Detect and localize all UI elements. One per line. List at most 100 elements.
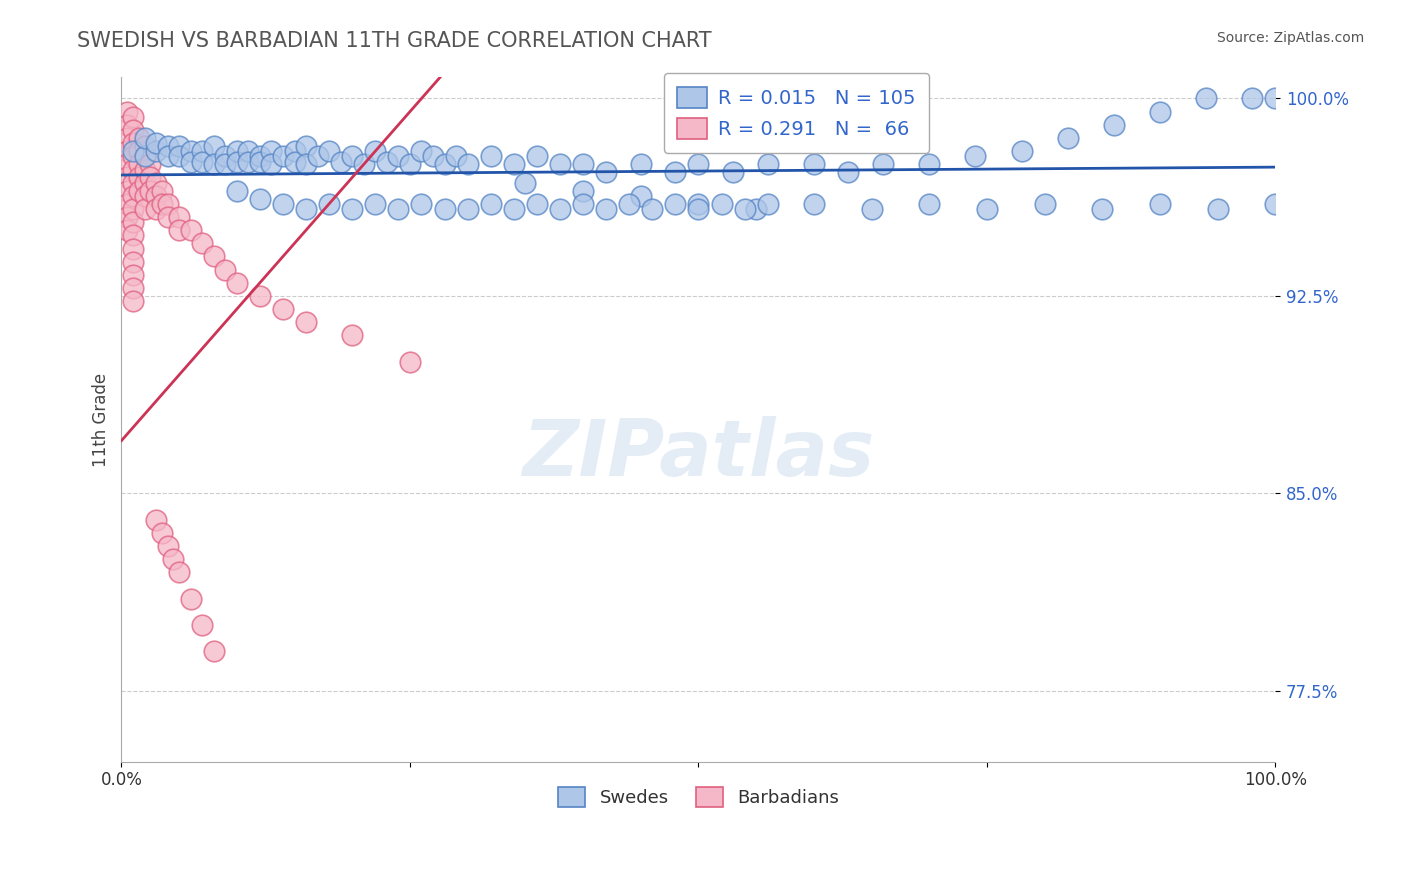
Point [122, 189, 145, 203]
Point [295, 157, 318, 171]
Point [122, 123, 145, 137]
Point [526, 149, 548, 163]
Point [364, 196, 387, 211]
Point [150, 196, 173, 211]
Point [249, 154, 271, 169]
Point [387, 202, 409, 216]
Point [664, 196, 686, 211]
Point [745, 202, 768, 216]
Point [122, 294, 145, 309]
Point [191, 154, 214, 169]
Point [122, 215, 145, 229]
Point [307, 149, 329, 163]
Point [457, 157, 479, 171]
Point [479, 149, 502, 163]
Point [191, 144, 214, 158]
Point [353, 157, 375, 171]
Point [225, 144, 247, 158]
Point [150, 525, 173, 540]
Point [249, 149, 271, 163]
Point [641, 202, 664, 216]
Point [399, 157, 422, 171]
Point [134, 131, 156, 145]
Point [128, 131, 150, 145]
Point [134, 189, 156, 203]
Point [399, 354, 422, 368]
Point [872, 157, 894, 171]
Point [145, 189, 167, 203]
Point [756, 196, 779, 211]
Point [433, 202, 456, 216]
Point [134, 139, 156, 153]
Point [134, 202, 156, 216]
Point [150, 184, 173, 198]
Point [122, 254, 145, 268]
Point [167, 566, 190, 580]
Point [191, 236, 214, 251]
Point [617, 196, 640, 211]
Point [318, 196, 340, 211]
Point [139, 170, 162, 185]
Point [191, 618, 214, 632]
Point [457, 202, 479, 216]
Point [156, 139, 179, 153]
Point [572, 184, 595, 198]
Point [1195, 91, 1218, 105]
Point [976, 202, 998, 216]
Point [688, 196, 710, 211]
Point [283, 144, 305, 158]
Point [965, 149, 987, 163]
Point [115, 118, 138, 132]
Point [422, 149, 444, 163]
Point [167, 139, 190, 153]
Point [134, 176, 156, 190]
Point [214, 149, 236, 163]
Point [115, 131, 138, 145]
Point [180, 223, 202, 237]
Point [572, 196, 595, 211]
Point [1011, 144, 1033, 158]
Point [515, 176, 537, 190]
Point [803, 196, 825, 211]
Y-axis label: 11th Grade: 11th Grade [93, 373, 110, 467]
Point [115, 223, 138, 237]
Point [249, 192, 271, 206]
Point [375, 154, 398, 169]
Point [202, 249, 225, 263]
Point [1102, 118, 1125, 132]
Point [134, 162, 156, 177]
Point [918, 196, 941, 211]
Point [756, 157, 779, 171]
Point [479, 196, 502, 211]
Point [139, 184, 162, 198]
Point [202, 139, 225, 153]
Point [295, 315, 318, 329]
Point [502, 157, 524, 171]
Text: Source: ZipAtlas.com: Source: ZipAtlas.com [1216, 31, 1364, 45]
Point [122, 144, 145, 158]
Point [260, 144, 283, 158]
Point [595, 202, 617, 216]
Point [167, 210, 190, 224]
Point [238, 154, 260, 169]
Point [156, 539, 179, 553]
Point [115, 104, 138, 119]
Point [128, 184, 150, 198]
Point [444, 149, 467, 163]
Point [180, 154, 202, 169]
Point [318, 144, 340, 158]
Point [1241, 91, 1264, 105]
Point [122, 149, 145, 163]
Point [502, 202, 524, 216]
Point [860, 202, 883, 216]
Point [145, 136, 167, 151]
Point [225, 154, 247, 169]
Point [156, 149, 179, 163]
Point [139, 157, 162, 171]
Point [128, 144, 150, 158]
Point [115, 210, 138, 224]
Point [710, 196, 733, 211]
Point [433, 157, 456, 171]
Point [548, 202, 571, 216]
Point [1056, 131, 1078, 145]
